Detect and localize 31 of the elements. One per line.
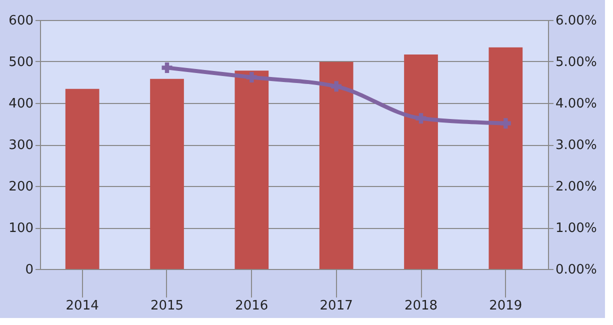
y2-tick-label: 0.00% — [556, 262, 597, 278]
x-tick-label: 2017 — [320, 298, 353, 314]
y-tick-label: 600 — [8, 14, 34, 28]
point — [162, 62, 172, 73]
x-tick-label: 2014 — [66, 298, 99, 314]
y2-tick-label: 5.00% — [556, 55, 597, 70]
y2-tick-label: 2.00% — [556, 180, 597, 194]
y2-tick-label: 3.00% — [556, 138, 597, 153]
y-tick-label: 300 — [8, 138, 34, 153]
y-tick-label: 0 — [25, 262, 34, 278]
bar — [488, 47, 523, 269]
y-tick-label: 200 — [8, 180, 34, 194]
bar — [65, 88, 100, 269]
y2-tick-label: 1.00% — [556, 221, 597, 236]
y-tick-label: 400 — [8, 96, 34, 112]
point — [500, 118, 511, 129]
y2-tick-label: 6.00% — [556, 14, 597, 28]
y-tick-label: 100 — [8, 221, 34, 236]
point — [416, 113, 426, 124]
bar — [319, 62, 354, 269]
bar — [234, 70, 269, 269]
x-tick-label: 2018 — [404, 298, 438, 314]
bar — [150, 78, 184, 269]
y2-tick-label: 4.00% — [556, 96, 597, 112]
y-tick-label: 500 — [8, 55, 34, 70]
x-tick-label: 2015 — [150, 298, 184, 314]
point — [331, 81, 342, 92]
point — [246, 72, 257, 83]
x-tick-label: 2016 — [235, 298, 268, 314]
bar — [404, 54, 438, 269]
x-tick-label: 2019 — [489, 298, 522, 314]
